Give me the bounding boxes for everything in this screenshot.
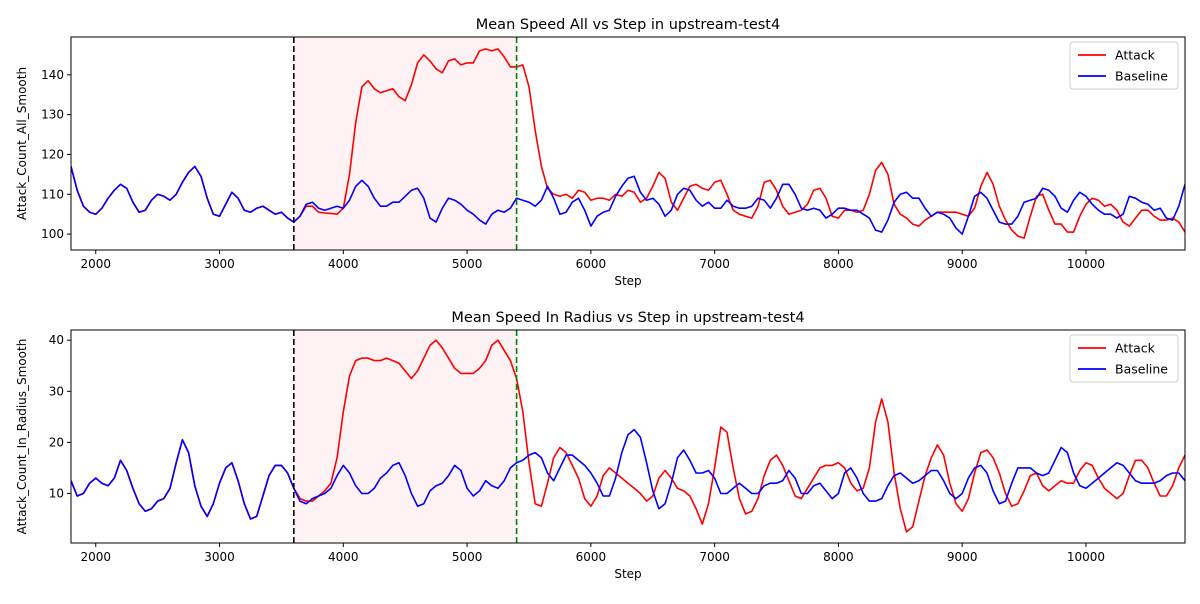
series-line-baseline <box>71 428 1185 520</box>
y-tick-label: 30 <box>49 384 64 398</box>
chart-title: Mean Speed In Radius vs Step in upstream… <box>451 310 804 326</box>
x-tick-label: 3000 <box>204 257 235 271</box>
x-tick-label: 9000 <box>947 550 978 564</box>
y-tick-label: 120 <box>41 147 64 161</box>
legend <box>1069 41 1179 90</box>
y-tick-label: 10 <box>49 486 64 500</box>
chart-mean-speed-in-radius: Mean Speed In Radius vs Step in upstream… <box>15 310 1186 581</box>
plot-area <box>71 48 1185 239</box>
legend-label-attack: Attack <box>1115 341 1156 356</box>
x-tick-label: 5000 <box>452 257 483 271</box>
x-tick-label: 10000 <box>1067 550 1105 564</box>
x-tick-label: 8000 <box>823 257 854 271</box>
x-tick-label: 2000 <box>80 257 111 271</box>
y-tick-label: 40 <box>49 333 64 347</box>
x-tick-label: 5000 <box>452 550 483 564</box>
legend-label-attack: Attack <box>1115 48 1156 63</box>
plot-area <box>71 339 1185 533</box>
x-tick-label: 6000 <box>576 550 607 564</box>
attack-window-shade <box>293 37 517 250</box>
y-tick-label: 20 <box>49 435 64 449</box>
legend-box <box>1069 41 1179 90</box>
x-tick-label: 4000 <box>328 257 359 271</box>
y-axis-label: Attack_Count_All_Smooth <box>15 67 29 220</box>
y-tick-label: 140 <box>41 68 64 82</box>
x-tick-label: 7000 <box>699 550 730 564</box>
x-tick-label: 2000 <box>80 550 111 564</box>
x-axis-label: Step <box>614 567 641 581</box>
x-tick-label: 10000 <box>1067 257 1105 271</box>
x-tick-label: 3000 <box>204 550 235 564</box>
y-tick-label: 110 <box>41 187 64 201</box>
legend <box>1069 334 1179 383</box>
legend-label-baseline: Baseline <box>1115 362 1168 377</box>
x-tick-label: 4000 <box>328 550 359 564</box>
x-tick-label: 9000 <box>947 257 978 271</box>
legend-box <box>1069 334 1179 383</box>
attack-window-shade <box>293 330 517 543</box>
x-tick-label: 6000 <box>576 257 607 271</box>
y-axis-label: Attack_Count_In_Radius_Smooth <box>15 339 29 535</box>
axes-frame <box>70 329 1186 544</box>
axes-frame <box>70 36 1186 251</box>
x-tick-label: 8000 <box>823 550 854 564</box>
y-tick-label: 130 <box>41 108 64 122</box>
chart-title: Mean Speed All vs Step in upstream-test4 <box>476 17 780 33</box>
legend-label-baseline: Baseline <box>1115 69 1168 84</box>
x-tick-label: 7000 <box>699 257 730 271</box>
series-line-attack <box>71 48 1185 239</box>
y-tick-label: 100 <box>41 227 64 241</box>
x-axis-label: Step <box>614 274 641 288</box>
chart-mean-speed-all: Mean Speed All vs Step in upstream-test4… <box>15 17 1186 288</box>
series-line-baseline <box>71 165 1185 235</box>
